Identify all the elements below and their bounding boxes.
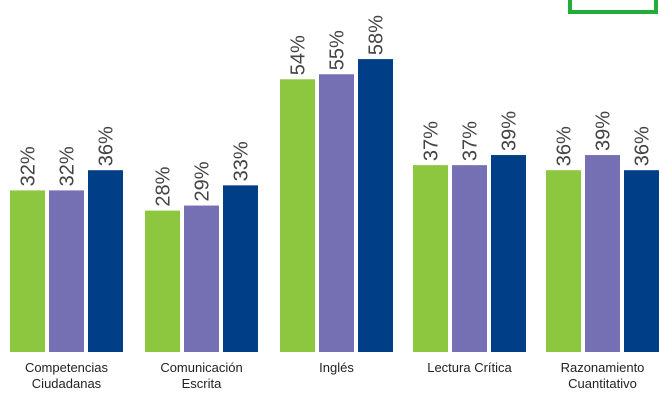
category-label-line: Escrita bbox=[182, 376, 223, 391]
bar-1-0 bbox=[145, 210, 180, 352]
category-label-2: Inglés bbox=[319, 360, 354, 375]
bar-0-1 bbox=[49, 190, 84, 352]
category-label-1: Comunicación Escrita bbox=[160, 360, 242, 391]
category-label-line: Lectura Crítica bbox=[427, 360, 512, 375]
value-label-1-1: 29% bbox=[192, 161, 214, 201]
bar-0-2 bbox=[88, 170, 123, 352]
value-label-4-1: 39% bbox=[593, 111, 615, 151]
value-label-1-2: 33% bbox=[231, 141, 253, 181]
category-label-line: Razonamiento bbox=[561, 360, 645, 375]
bar-2-0 bbox=[280, 79, 315, 353]
value-label-4-2: 36% bbox=[632, 126, 654, 166]
bar-3-0 bbox=[413, 165, 448, 352]
value-label-0-0: 32% bbox=[18, 146, 40, 186]
value-label-3-0: 37% bbox=[421, 121, 443, 161]
value-label-3-2: 39% bbox=[499, 111, 521, 151]
value-label-2-2: 58% bbox=[366, 15, 388, 55]
value-label-1-0: 28% bbox=[153, 166, 175, 206]
bars-layer bbox=[10, 59, 659, 353]
value-label-2-0: 54% bbox=[288, 35, 310, 75]
category-labels-layer: Competencias Ciudadanas Comunicación Escrit… bbox=[25, 360, 644, 391]
bar-2-2 bbox=[358, 59, 393, 352]
value-labels-layer: 32% 32% 36% 28% 29% 33% 54% 55% 58% 37% 37% 39% 36% 3… bbox=[18, 15, 654, 207]
bar-3-2 bbox=[491, 155, 526, 352]
value-label-3-1: 37% bbox=[460, 121, 482, 161]
value-label-4-0: 36% bbox=[554, 126, 576, 166]
bar-3-1 bbox=[452, 165, 487, 352]
bar-0-0 bbox=[10, 190, 45, 352]
category-label-0: Competencias Ciudadanas bbox=[25, 360, 109, 391]
category-label-line: Cuantitativo bbox=[568, 376, 637, 391]
value-label-2-1: 55% bbox=[327, 30, 349, 70]
category-label-3: Lectura Crítica bbox=[427, 360, 512, 375]
value-label-0-2: 36% bbox=[96, 126, 118, 166]
category-label-4: Razonamiento Cuantitativo bbox=[561, 360, 645, 391]
category-label-line: Competencias bbox=[25, 360, 109, 375]
bar-2-1 bbox=[319, 74, 354, 352]
bar-1-2 bbox=[223, 185, 258, 352]
bar-4-1 bbox=[585, 155, 620, 352]
corner-frame bbox=[568, 0, 658, 14]
bar-4-0 bbox=[546, 170, 581, 352]
category-label-line: Comunicación bbox=[160, 360, 242, 375]
value-label-0-1: 32% bbox=[57, 146, 79, 186]
category-label-line: Inglés bbox=[319, 360, 354, 375]
bar-1-1 bbox=[184, 205, 219, 352]
bar-4-2 bbox=[624, 170, 659, 352]
category-label-line: Ciudadanas bbox=[32, 376, 102, 391]
